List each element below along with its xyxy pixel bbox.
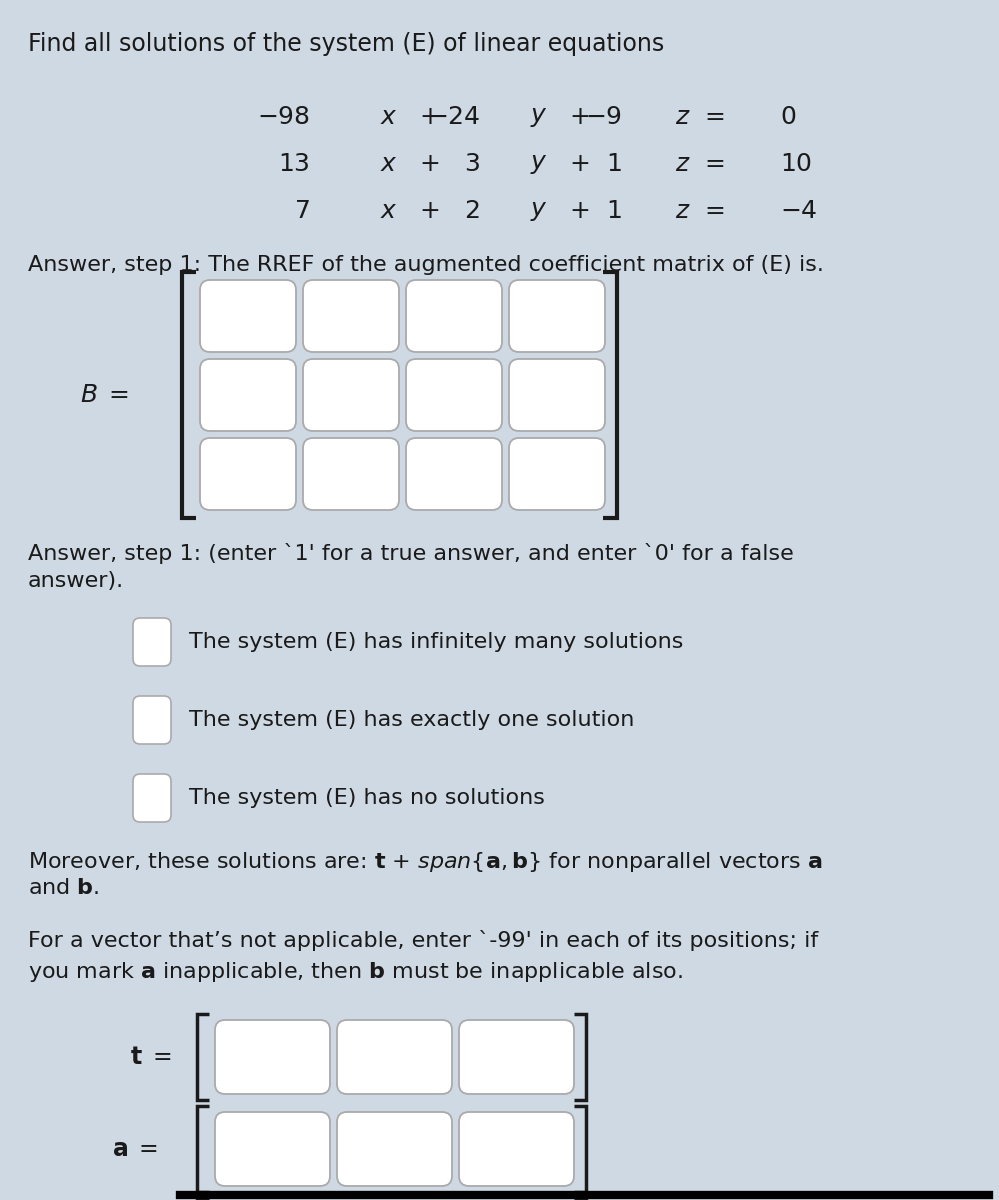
Text: +: +	[569, 199, 590, 223]
Text: Moreover, these solutions are: $\mathbf{t}$ + $\mathit{span}\{\mathbf{a},\mathbf: Moreover, these solutions are: $\mathbf{…	[28, 850, 822, 874]
Text: Answer, step 1: (enter `1' for a true answer, and enter `0' for a false: Answer, step 1: (enter `1' for a true an…	[28, 542, 794, 564]
Text: $z$: $z$	[675, 152, 690, 176]
Text: $3$: $3$	[465, 152, 480, 176]
Text: $y$: $y$	[530, 199, 547, 223]
Text: $2$: $2$	[465, 199, 480, 223]
FancyBboxPatch shape	[303, 438, 399, 510]
Text: $\mathbf{a}\; =$: $\mathbf{a}\; =$	[112, 1138, 158, 1162]
Text: $0$: $0$	[780, 104, 796, 128]
Text: $-24$: $-24$	[427, 104, 480, 128]
FancyBboxPatch shape	[133, 618, 171, 666]
Text: $B \;=$: $B \;=$	[80, 383, 129, 407]
Text: $y$: $y$	[530, 152, 547, 176]
Text: +: +	[569, 104, 590, 128]
Text: The system (E) has exactly one solution: The system (E) has exactly one solution	[189, 710, 634, 730]
Text: $-9$: $-9$	[585, 104, 622, 128]
Text: =: =	[704, 104, 725, 128]
FancyBboxPatch shape	[133, 696, 171, 744]
Text: $-98$: $-98$	[257, 104, 310, 128]
FancyBboxPatch shape	[406, 438, 502, 510]
Text: $x$: $x$	[380, 152, 398, 176]
FancyBboxPatch shape	[133, 774, 171, 822]
FancyBboxPatch shape	[406, 280, 502, 352]
Text: $x$: $x$	[380, 199, 398, 223]
Text: $z$: $z$	[675, 104, 690, 128]
Text: =: =	[704, 199, 725, 223]
FancyBboxPatch shape	[303, 280, 399, 352]
FancyBboxPatch shape	[459, 1112, 574, 1186]
Text: +: +	[420, 104, 441, 128]
Text: =: =	[704, 152, 725, 176]
FancyBboxPatch shape	[337, 1020, 452, 1094]
FancyBboxPatch shape	[200, 359, 296, 431]
Text: For a vector that’s not applicable, enter `-99' in each of its positions; if: For a vector that’s not applicable, ente…	[28, 930, 818, 950]
Text: you mark $\mathbf{a}$ inapplicable, then $\mathbf{b}$ must be inapplicable also.: you mark $\mathbf{a}$ inapplicable, then…	[28, 960, 683, 984]
FancyBboxPatch shape	[303, 359, 399, 431]
Text: $x$: $x$	[380, 104, 398, 128]
FancyBboxPatch shape	[406, 359, 502, 431]
FancyBboxPatch shape	[215, 1020, 330, 1094]
Text: $-4$: $-4$	[780, 199, 817, 223]
Text: +: +	[420, 152, 441, 176]
Text: $10$: $10$	[780, 152, 812, 176]
Text: $13$: $13$	[278, 152, 310, 176]
FancyBboxPatch shape	[509, 438, 605, 510]
FancyBboxPatch shape	[509, 359, 605, 431]
FancyBboxPatch shape	[200, 438, 296, 510]
FancyBboxPatch shape	[200, 280, 296, 352]
Text: $1$: $1$	[606, 199, 622, 223]
FancyBboxPatch shape	[509, 280, 605, 352]
Text: $\mathbf{t}\; =$: $\mathbf{t}\; =$	[130, 1045, 172, 1069]
Text: +: +	[569, 152, 590, 176]
Text: and $\mathbf{b}$.: and $\mathbf{b}$.	[28, 878, 100, 898]
Text: $z$: $z$	[675, 199, 690, 223]
FancyBboxPatch shape	[459, 1020, 574, 1094]
Text: Answer, step 1: The RREF of the augmented coefficient matrix of (E) is.: Answer, step 1: The RREF of the augmente…	[28, 254, 824, 275]
Text: $y$: $y$	[530, 104, 547, 128]
Text: answer).: answer).	[28, 571, 124, 590]
Text: Find all solutions of the system (E) of linear equations: Find all solutions of the system (E) of …	[28, 32, 664, 56]
Text: $7$: $7$	[295, 199, 310, 223]
Text: +: +	[420, 199, 441, 223]
Text: The system (E) has no solutions: The system (E) has no solutions	[189, 788, 544, 808]
FancyBboxPatch shape	[215, 1112, 330, 1186]
FancyBboxPatch shape	[337, 1112, 452, 1186]
Text: $1$: $1$	[606, 152, 622, 176]
Text: The system (E) has infinitely many solutions: The system (E) has infinitely many solut…	[189, 632, 683, 652]
